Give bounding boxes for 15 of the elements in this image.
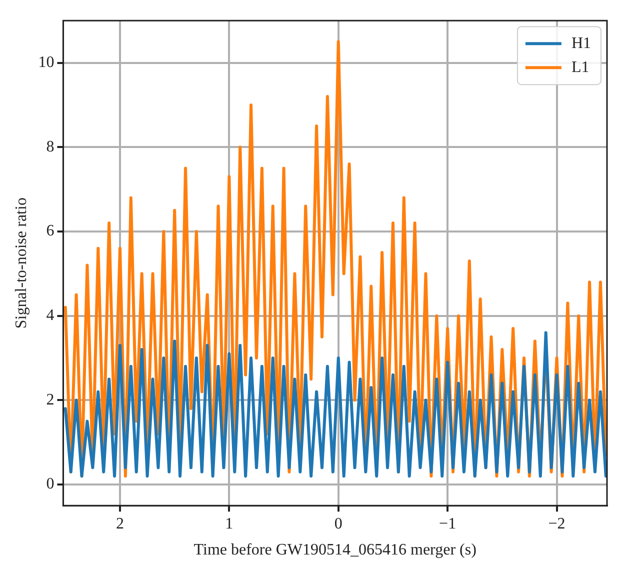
x-tick-label: 1 <box>225 515 234 532</box>
y-tick-label: 10 <box>38 54 54 71</box>
x-tick-label: −1 <box>439 515 456 532</box>
y-tick-label: 2 <box>46 391 54 408</box>
x-tick-label: 2 <box>116 515 124 532</box>
y-axis-title: Signal-to-noise ratio <box>12 198 30 329</box>
legend-label: H1 <box>571 34 592 52</box>
y-tick-label: 0 <box>46 476 54 493</box>
x-tick-label: 0 <box>334 515 342 532</box>
legend-label: L1 <box>571 58 590 76</box>
y-tick-label: 6 <box>46 222 54 240</box>
y-tick-label: 4 <box>46 307 54 324</box>
x-tick-label: −2 <box>548 515 566 532</box>
y-tick-label: 8 <box>46 138 54 156</box>
x-axis-title: Time before GW190514_065416 merger (s) <box>194 542 476 559</box>
